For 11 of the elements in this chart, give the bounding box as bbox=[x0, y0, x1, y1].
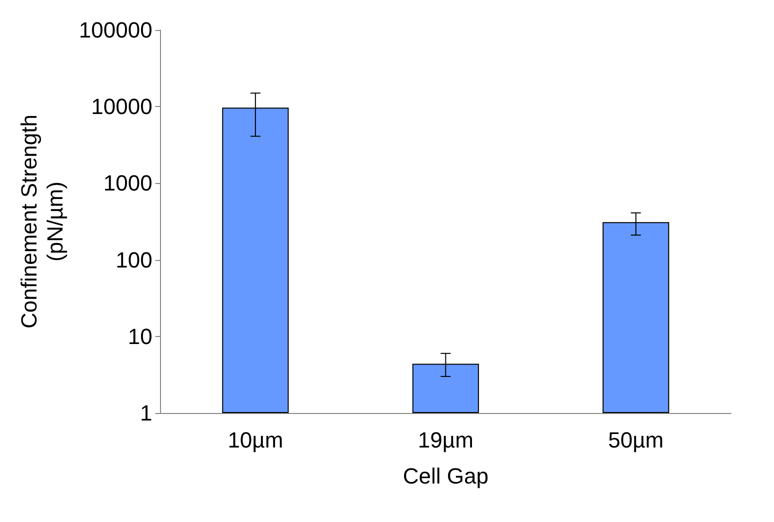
y-tick-label: 10 bbox=[128, 324, 152, 349]
x-axis-title: Cell Gap bbox=[402, 464, 488, 488]
x-tick-label: 19µm bbox=[418, 428, 474, 452]
y-tick-label: 100000 bbox=[78, 18, 152, 42]
y-axis-title: Confinement Strength (pN/µm) bbox=[16, 114, 68, 329]
y-tick-label: 1 bbox=[140, 400, 152, 426]
y-tick-label: 10000 bbox=[91, 94, 152, 120]
x-tick-label: 50µm bbox=[608, 428, 664, 452]
y-tick-label: 1000 bbox=[103, 170, 152, 196]
x-tick-label: 10µm bbox=[228, 428, 284, 452]
y-tick-label: 100 bbox=[116, 247, 152, 272]
